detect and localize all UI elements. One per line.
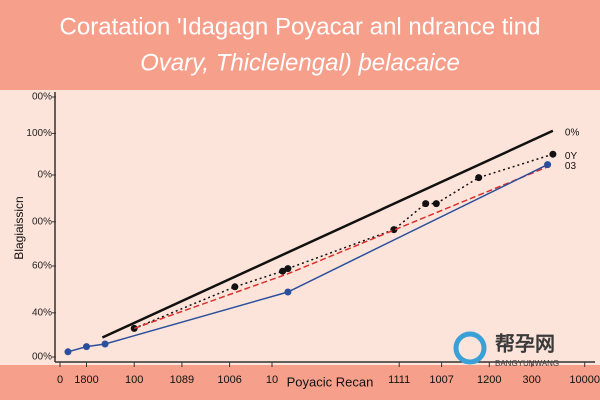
x-tick-label: 1111 (388, 374, 410, 386)
legend-label: 0% (565, 127, 580, 138)
data-point (284, 288, 292, 296)
x-tick-label: 100 (125, 374, 143, 386)
data-point (64, 348, 72, 356)
x-tick-label: 10000 (569, 374, 600, 386)
y-axis-label: Blagiaissicn (12, 196, 26, 259)
y-tick-label: 00% (32, 216, 52, 227)
x-tick-label: 1089 (170, 374, 194, 386)
y-tick-label: 0% (38, 170, 53, 181)
plot-area (0, 90, 600, 365)
legend-label: 03 (565, 161, 577, 172)
data-point (475, 174, 483, 182)
x-axis-label: Poyacic Recan (287, 374, 374, 389)
legend-label: 0Y (565, 151, 578, 162)
watermark: 帮孕网 BANGYUNWANG (453, 331, 559, 368)
data-point (422, 200, 430, 208)
watermark-subtext: BANGYUNWANG (495, 359, 559, 368)
watermark-text: 帮孕网 (495, 331, 555, 355)
data-point (83, 343, 90, 351)
x-tick-label: 1006 (217, 374, 241, 386)
x-tick-label: 1200 (477, 374, 501, 386)
x-tick-label: 10 (266, 374, 278, 386)
series-line (101, 129, 554, 339)
series-line (133, 163, 554, 330)
data-point (284, 265, 292, 273)
y-tick-label: 100% (26, 128, 52, 139)
x-tick-label: 1800 (74, 374, 98, 386)
y-tick-label: 00% (32, 92, 52, 103)
chart-title: Coratation 'Idagagn Poyacar anl ndrance … (60, 13, 541, 40)
watermark-icon (453, 331, 487, 365)
chart-subtitle: Ovary, Thiclelengal) þelacaice (140, 49, 460, 76)
y-tick-label: 00% (32, 352, 52, 363)
data-point (279, 267, 287, 275)
data-point (544, 161, 552, 169)
data-point (432, 200, 440, 208)
x-tick-label: 300 (523, 374, 541, 386)
x-tick-label: 0 (57, 374, 63, 386)
y-tick-label: 40% (32, 307, 52, 318)
data-point (101, 340, 109, 348)
data-point (231, 283, 239, 291)
data-point (549, 150, 557, 158)
y-tick-label: 60% (32, 261, 52, 272)
x-tick-label: 1007 (429, 374, 453, 386)
series-line (133, 153, 554, 330)
